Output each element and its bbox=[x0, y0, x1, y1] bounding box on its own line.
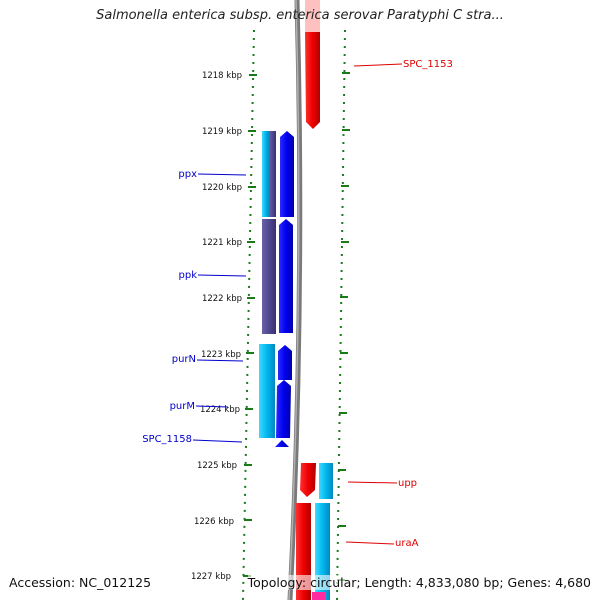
tick-label: 1224 kbp bbox=[200, 405, 240, 415]
gene-label-uraA[interactable]: uraA bbox=[395, 538, 419, 549]
gene-feature-purN[interactable] bbox=[278, 345, 292, 380]
gene-label-spc-1158[interactable]: SPC_1158 bbox=[142, 434, 192, 445]
feature-cyan-ppx[interactable] bbox=[262, 131, 269, 217]
accession-text: Accession: NC_012125 bbox=[9, 575, 152, 590]
gene-label-purM[interactable]: purM bbox=[170, 401, 195, 412]
tick-label: 1226 kbp bbox=[194, 517, 234, 527]
tick-label: 1218 kbp bbox=[202, 71, 242, 81]
gene-feature-ppx[interactable] bbox=[280, 131, 294, 217]
tick-label: 1221 kbp bbox=[202, 238, 242, 248]
gene-label-upp[interactable]: upp bbox=[398, 478, 417, 489]
gene-feature-spc-1153-fade bbox=[305, 0, 320, 32]
gene-feature-purM[interactable] bbox=[276, 380, 291, 438]
gene-label-purN[interactable]: purN bbox=[172, 354, 196, 365]
ruler: 1218 kbp 1219 kbp 1220 kbp 1221 kbp 1222… bbox=[191, 71, 257, 582]
feature-magenta-bottom[interactable] bbox=[312, 592, 325, 600]
gene-label-ppx[interactable]: ppx bbox=[178, 169, 197, 180]
gene-label-ppk[interactable]: ppk bbox=[179, 270, 198, 281]
feature-cyan-pur[interactable] bbox=[259, 344, 275, 438]
genome-title: Salmonella enterica subsp. enterica sero… bbox=[96, 8, 504, 23]
gene-feature-spc-1153[interactable] bbox=[305, 32, 320, 129]
tick-label: 1220 kbp bbox=[202, 183, 242, 193]
gene-label-spc-1153[interactable]: SPC_1153 bbox=[403, 59, 453, 70]
left-dotted-border bbox=[242, 29, 255, 600]
feature-purple-ppk[interactable] bbox=[262, 219, 276, 334]
right-dotted-border bbox=[336, 29, 346, 600]
genome-backbone bbox=[287, 0, 303, 600]
left-gene-labels: ppx ppk purN purM SPC_1158 bbox=[142, 169, 247, 445]
tick-label: 1219 kbp bbox=[202, 127, 242, 137]
tick-label: 1227 kbp bbox=[191, 572, 231, 582]
feature-cyan-upp[interactable] bbox=[319, 463, 333, 499]
gene-feature-upp[interactable] bbox=[300, 463, 316, 497]
tick-label: 1223 kbp bbox=[201, 350, 241, 360]
tick-label: 1222 kbp bbox=[202, 294, 242, 304]
genome-summary-text: Topology: circular; Length: 4,833,080 bp… bbox=[247, 575, 591, 590]
tick-label: 1225 kbp bbox=[197, 461, 237, 471]
gene-features[interactable] bbox=[259, 0, 333, 600]
gene-feature-spc-1158[interactable] bbox=[275, 440, 289, 447]
feature-purple-ppx[interactable] bbox=[269, 131, 276, 217]
right-gene-labels: SPC_1153 upp uraA bbox=[345, 59, 453, 549]
gene-feature-ppk[interactable] bbox=[279, 219, 293, 333]
genome-backbone-highlight bbox=[288, 0, 300, 600]
